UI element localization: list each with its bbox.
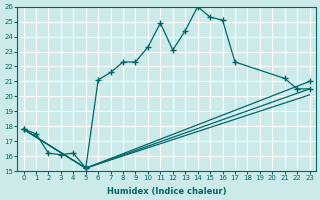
X-axis label: Humidex (Indice chaleur): Humidex (Indice chaleur) [107,187,226,196]
